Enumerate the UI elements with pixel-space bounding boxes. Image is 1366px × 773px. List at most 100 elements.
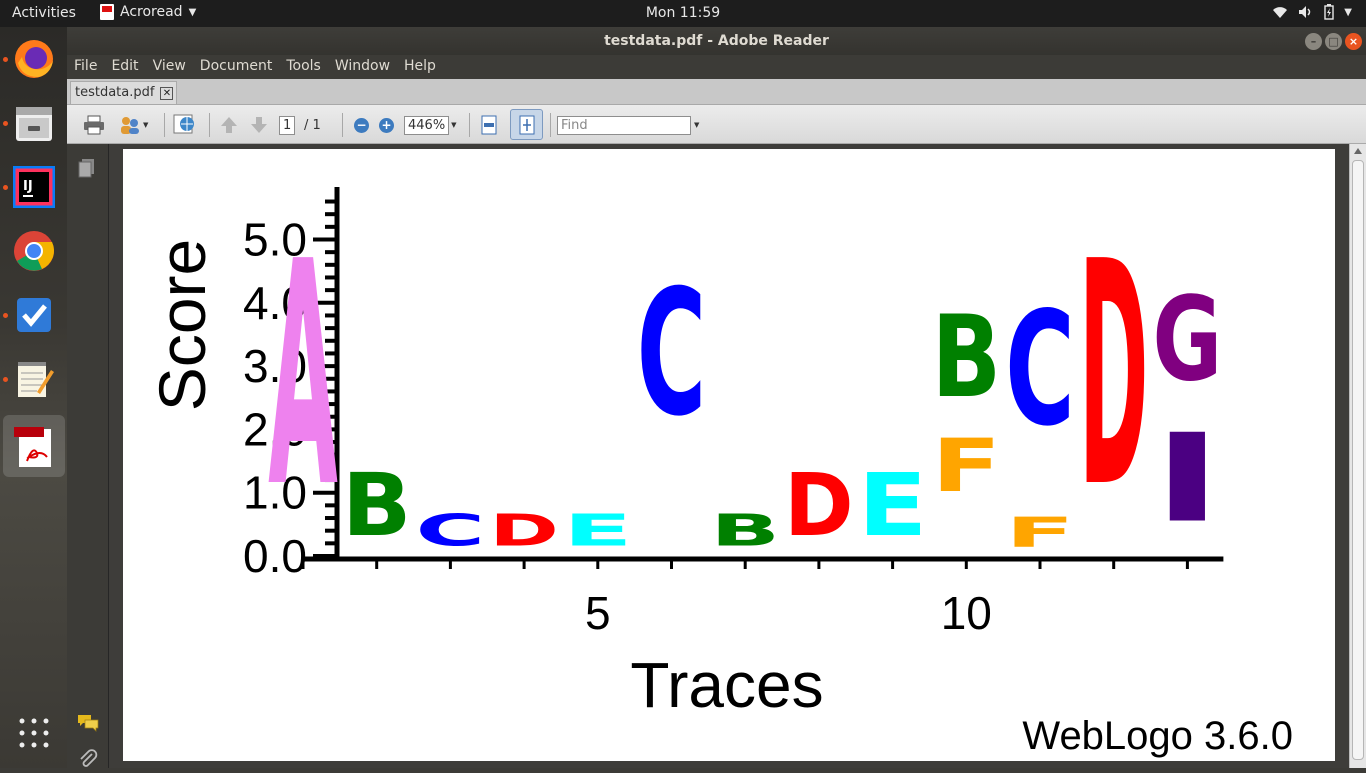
attachments-panel-button[interactable]	[78, 749, 98, 773]
page-number-field[interactable]: 1	[279, 113, 296, 137]
menu-file[interactable]: File	[74, 58, 98, 74]
page-number-input[interactable]: 1	[279, 115, 296, 135]
running-indicator	[3, 121, 8, 126]
menu-window[interactable]: Window	[334, 58, 391, 74]
logo-letter-glyph: G	[1153, 272, 1223, 408]
wifi-icon	[1273, 7, 1288, 18]
previous-page-button[interactable]	[219, 113, 239, 137]
running-indicator	[3, 377, 8, 382]
fit-page-button[interactable]	[510, 109, 543, 140]
logo-letter-glyph: B	[931, 291, 1001, 423]
menu-help[interactable]: Help	[404, 58, 436, 74]
volume-icon	[1299, 6, 1311, 18]
send-review-button[interactable]	[173, 113, 197, 137]
globe-review-icon	[173, 114, 194, 134]
menu-bar: File Edit View Document Tools Window Hel…	[67, 55, 1366, 79]
toolbar: ▼ 1 / 1 − + 446% ▼	[67, 105, 1366, 144]
fit-width-button[interactable]	[480, 113, 498, 137]
logo-letter-glyph: C	[416, 506, 486, 556]
running-indicator	[3, 313, 8, 318]
app-menu-label: Acroread	[120, 4, 183, 20]
show-applications-button[interactable]	[8, 707, 60, 759]
logo-letter-C-pos-11: C	[1005, 278, 1075, 461]
x-axis-title: Traces	[630, 649, 823, 721]
chevron-down-icon: ▼	[694, 121, 700, 129]
menu-document[interactable]: Document	[199, 58, 273, 74]
logo-letter-B-pos-2: B	[342, 455, 412, 556]
logo-letter-glyph: D	[1079, 197, 1149, 556]
zoom-in-icon: +	[379, 117, 394, 133]
logo-letter-F-pos-11: F	[1005, 509, 1075, 556]
dock-tasks[interactable]	[8, 289, 60, 341]
logo-letter-B-pos-10: B	[931, 291, 1001, 423]
y-tick-label: 3.0	[243, 340, 307, 392]
find-field[interactable]: Find ▼	[557, 113, 699, 137]
title-bar[interactable]: testdata.pdf - Adobe Reader – □ ×	[67, 27, 1366, 55]
share-people-icon	[121, 117, 139, 134]
dock-intellij[interactable]: IJ	[8, 161, 60, 213]
fit-width-icon	[481, 115, 497, 135]
scroll-up-arrow-icon[interactable]	[1354, 148, 1362, 154]
close-button[interactable]: ×	[1345, 33, 1362, 50]
logo-letter-glyph: C	[1005, 278, 1075, 461]
comments-panel-button[interactable]	[77, 714, 99, 736]
chevron-down-icon: ▼	[451, 121, 457, 129]
vertical-scrollbar[interactable]	[1349, 144, 1366, 768]
zoom-out-button[interactable]: −	[354, 113, 369, 137]
logo-letter-glyph: D	[489, 505, 559, 556]
logo-letter-glyph: E	[563, 506, 633, 556]
notepad-pencil-icon	[18, 362, 54, 397]
dock-firefox[interactable]	[8, 33, 60, 85]
firefox-icon	[15, 40, 53, 78]
chevron-down-icon: ▼	[1344, 6, 1352, 18]
speech-bubbles-icon	[78, 715, 99, 732]
arrow-down-icon	[251, 117, 267, 133]
logo-letter-A-pos-1: A	[268, 196, 338, 556]
status-area[interactable]: ▼	[1272, 4, 1352, 20]
toolbar-separator	[342, 113, 343, 137]
tab-testdata[interactable]: testdata.pdf ✕	[70, 81, 178, 104]
menu-edit[interactable]: Edit	[111, 58, 139, 74]
collaborate-button[interactable]: ▼	[119, 113, 148, 137]
clock[interactable]: Mon 11:59	[645, 5, 721, 21]
chevron-down-icon: ▼	[188, 6, 197, 18]
logo-letter-glyph: F	[931, 423, 1001, 508]
checkbox-icon	[17, 298, 51, 332]
scroll-thumb[interactable]	[1352, 160, 1364, 760]
logo-letter-D-pos-8: D	[784, 456, 854, 557]
zoom-select[interactable]: 446% ▼	[404, 113, 457, 137]
print-button[interactable]	[83, 113, 105, 137]
app-menu[interactable]: Acroread ▼	[100, 4, 196, 20]
zoom-value[interactable]: 446%	[404, 115, 450, 135]
close-tab-icon[interactable]: ✕	[160, 87, 174, 100]
pages-panel-button[interactable]	[78, 158, 96, 182]
dock-chrome[interactable]	[8, 225, 60, 277]
menu-tools[interactable]: Tools	[286, 58, 321, 74]
fit-page-icon	[519, 115, 534, 134]
running-indicator	[3, 185, 8, 190]
maximize-button[interactable]: □	[1325, 33, 1342, 50]
minimize-button[interactable]: –	[1305, 33, 1322, 50]
activities-button[interactable]: Activities	[12, 5, 76, 21]
logo-letter-C-pos-3: C	[416, 506, 486, 556]
y-tick-label: 1.0	[243, 467, 307, 519]
acroread-icon	[100, 4, 114, 20]
toolbar-separator	[550, 113, 551, 137]
zoom-in-button[interactable]: +	[379, 113, 394, 137]
svg-text:IJ: IJ	[23, 179, 33, 194]
next-page-button[interactable]	[249, 113, 269, 137]
app-grid-icon	[19, 718, 49, 748]
dock-text-editor[interactable]	[8, 353, 60, 405]
logo-letter-glyph: B	[710, 506, 780, 556]
logo-letter-D-pos-4: D	[489, 505, 559, 556]
menu-view[interactable]: View	[152, 58, 186, 74]
x-tick-label: 5	[585, 587, 611, 639]
dock-adobe-reader[interactable]	[3, 415, 65, 477]
arrow-up-icon	[221, 117, 237, 133]
top-bar: Activities Acroread ▼ Mon 11:59 ▼	[0, 0, 1366, 27]
dock-files[interactable]	[8, 97, 60, 149]
file-cabinet-icon	[16, 107, 52, 141]
find-input[interactable]: Find	[557, 115, 691, 135]
weblogo-version-label: WebLogo 3.6.0	[1022, 714, 1293, 758]
